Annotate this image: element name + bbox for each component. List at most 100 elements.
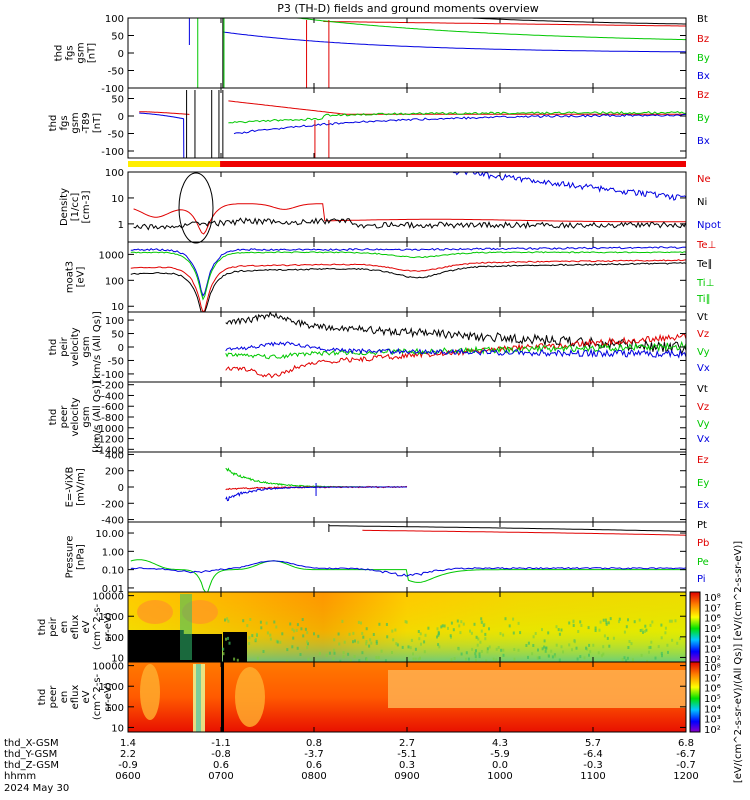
x-tick-label: 0.8 bbox=[306, 738, 322, 749]
heatmap-speckle bbox=[671, 638, 674, 642]
y-tick-label: -200 bbox=[101, 499, 124, 510]
x-tick-label: -1.1 bbox=[211, 738, 231, 749]
heatmap-speckle bbox=[678, 637, 681, 641]
colorbar-tick-label: 10⁸ bbox=[704, 663, 721, 674]
heatmap-speckle bbox=[579, 655, 582, 659]
heatmap-speckle bbox=[423, 640, 426, 644]
heatmap-speckle bbox=[558, 632, 561, 636]
heatmap-speckle bbox=[419, 656, 421, 660]
y-axis-label: [1/cc] bbox=[70, 193, 81, 222]
heatmap-speckle bbox=[365, 658, 368, 662]
heatmap-speckle bbox=[580, 624, 583, 627]
heatmap-speckle bbox=[392, 638, 395, 642]
legend-entry: Vy bbox=[697, 419, 710, 430]
heatmap-speckle bbox=[370, 641, 373, 645]
heatmap-speckle bbox=[436, 635, 438, 639]
heatmap-speckle bbox=[273, 620, 276, 624]
heatmap-speckle bbox=[365, 627, 368, 631]
series-Npot bbox=[362, 172, 686, 201]
y-axis-label: [cm-3] bbox=[81, 190, 92, 223]
heatmap-speckle bbox=[474, 652, 477, 656]
x-tick-label: 1.4 bbox=[120, 738, 136, 749]
heatmap-speckle bbox=[576, 657, 579, 661]
heatmap-speckle bbox=[568, 643, 571, 647]
heatmap-speckle bbox=[488, 627, 490, 631]
y-axis-label: peer bbox=[59, 405, 70, 429]
heatmap-speckle bbox=[467, 657, 470, 661]
heatmap-speckle bbox=[260, 626, 263, 630]
heatmap-speckle bbox=[527, 641, 530, 645]
series-Vt bbox=[225, 312, 686, 355]
heatmap-speckle bbox=[488, 645, 491, 649]
heatmap-speckle bbox=[354, 639, 356, 643]
heatmap-speckle bbox=[418, 637, 421, 641]
y-tick-label: 100 bbox=[105, 14, 124, 25]
heatmap-speckle bbox=[625, 659, 628, 663]
heatmap-speckle bbox=[571, 648, 573, 652]
heatmap-speckle bbox=[512, 631, 515, 635]
colorbar-tick-label: 10⁸ bbox=[704, 593, 721, 604]
y-axis-label: Pressure bbox=[65, 536, 76, 579]
heatmap-speckle bbox=[269, 633, 272, 637]
x-tick-label: -0.7 bbox=[676, 760, 696, 771]
heatmap-speckle bbox=[386, 635, 389, 639]
y-tick-label: 100 bbox=[105, 168, 124, 179]
heatmap-speckle bbox=[538, 656, 541, 660]
colorbar-tick-label: 10² bbox=[704, 725, 721, 736]
heatmap-speckle bbox=[646, 659, 649, 663]
heatmap-speckle bbox=[352, 631, 355, 635]
heatmap-speckle bbox=[649, 623, 652, 627]
y-axis-label: fgs bbox=[59, 115, 70, 130]
y-axis-label: [eV] bbox=[76, 267, 87, 288]
heatmap-speckle bbox=[348, 632, 351, 636]
heatmap-speckle bbox=[583, 656, 586, 660]
legend-entry: Ni bbox=[697, 197, 707, 208]
heatmap-speckle bbox=[414, 647, 417, 651]
heatmap-speckle bbox=[417, 657, 420, 661]
y-axis-label: Density bbox=[59, 188, 70, 226]
heatmap-speckle bbox=[486, 650, 489, 654]
heatmap-orange-band bbox=[388, 670, 686, 708]
y-axis-label: peir bbox=[59, 336, 70, 356]
heatmap-speckle bbox=[612, 636, 615, 640]
heatmap-speckle bbox=[307, 642, 309, 646]
heatmap-speckle bbox=[409, 646, 412, 650]
y-tick-label: 1000 bbox=[99, 250, 124, 261]
heatmap-speckle bbox=[664, 626, 667, 630]
colorbar bbox=[689, 591, 701, 663]
heatmap-speckle bbox=[279, 640, 282, 644]
series-Te-perp bbox=[130, 246, 686, 298]
heatmap-speckle bbox=[621, 658, 624, 661]
y-axis-label: -T89 bbox=[81, 112, 92, 134]
heatmap-speckle bbox=[486, 647, 489, 651]
heatmap-speckle bbox=[362, 635, 365, 639]
heatmap-speckle bbox=[557, 628, 560, 632]
series-By bbox=[222, 18, 686, 41]
heatmap-speckle bbox=[441, 624, 444, 628]
heatmap-speckle bbox=[436, 627, 439, 631]
heatmap-speckle bbox=[396, 643, 399, 647]
heatmap-speckle bbox=[420, 642, 422, 646]
legend-entry: Ex bbox=[697, 500, 709, 511]
y-tick-label: 10 bbox=[111, 723, 124, 734]
heatmap-speckle bbox=[572, 619, 575, 623]
x-tick-label: 0800 bbox=[301, 771, 326, 782]
heatmap-speckle bbox=[639, 629, 642, 632]
heatmap-speckle bbox=[531, 652, 534, 656]
heatmap-speckle bbox=[423, 650, 426, 654]
heatmap-speckle bbox=[460, 652, 463, 656]
x-tick-label: 1100 bbox=[580, 771, 605, 782]
colorbar-tick-label: 10³ bbox=[704, 645, 721, 656]
x-tick-label: -0.9 bbox=[118, 760, 138, 771]
y-axis-label: eflux bbox=[70, 685, 81, 710]
y-axis-label: sr-eV) bbox=[103, 612, 114, 641]
heatmap-speckle bbox=[484, 632, 487, 636]
y-tick-label: 100 bbox=[105, 633, 124, 644]
heatmap-speckle bbox=[296, 623, 299, 627]
heatmap-speckle bbox=[342, 651, 345, 655]
plot-title: P3 (TH-D) fields and ground moments over… bbox=[277, 2, 539, 15]
heatmap-speckle bbox=[325, 653, 328, 657]
heatmap-speckle bbox=[483, 623, 486, 626]
heatmap-speckle bbox=[375, 639, 378, 643]
x-tick-label: 6.8 bbox=[678, 738, 694, 749]
